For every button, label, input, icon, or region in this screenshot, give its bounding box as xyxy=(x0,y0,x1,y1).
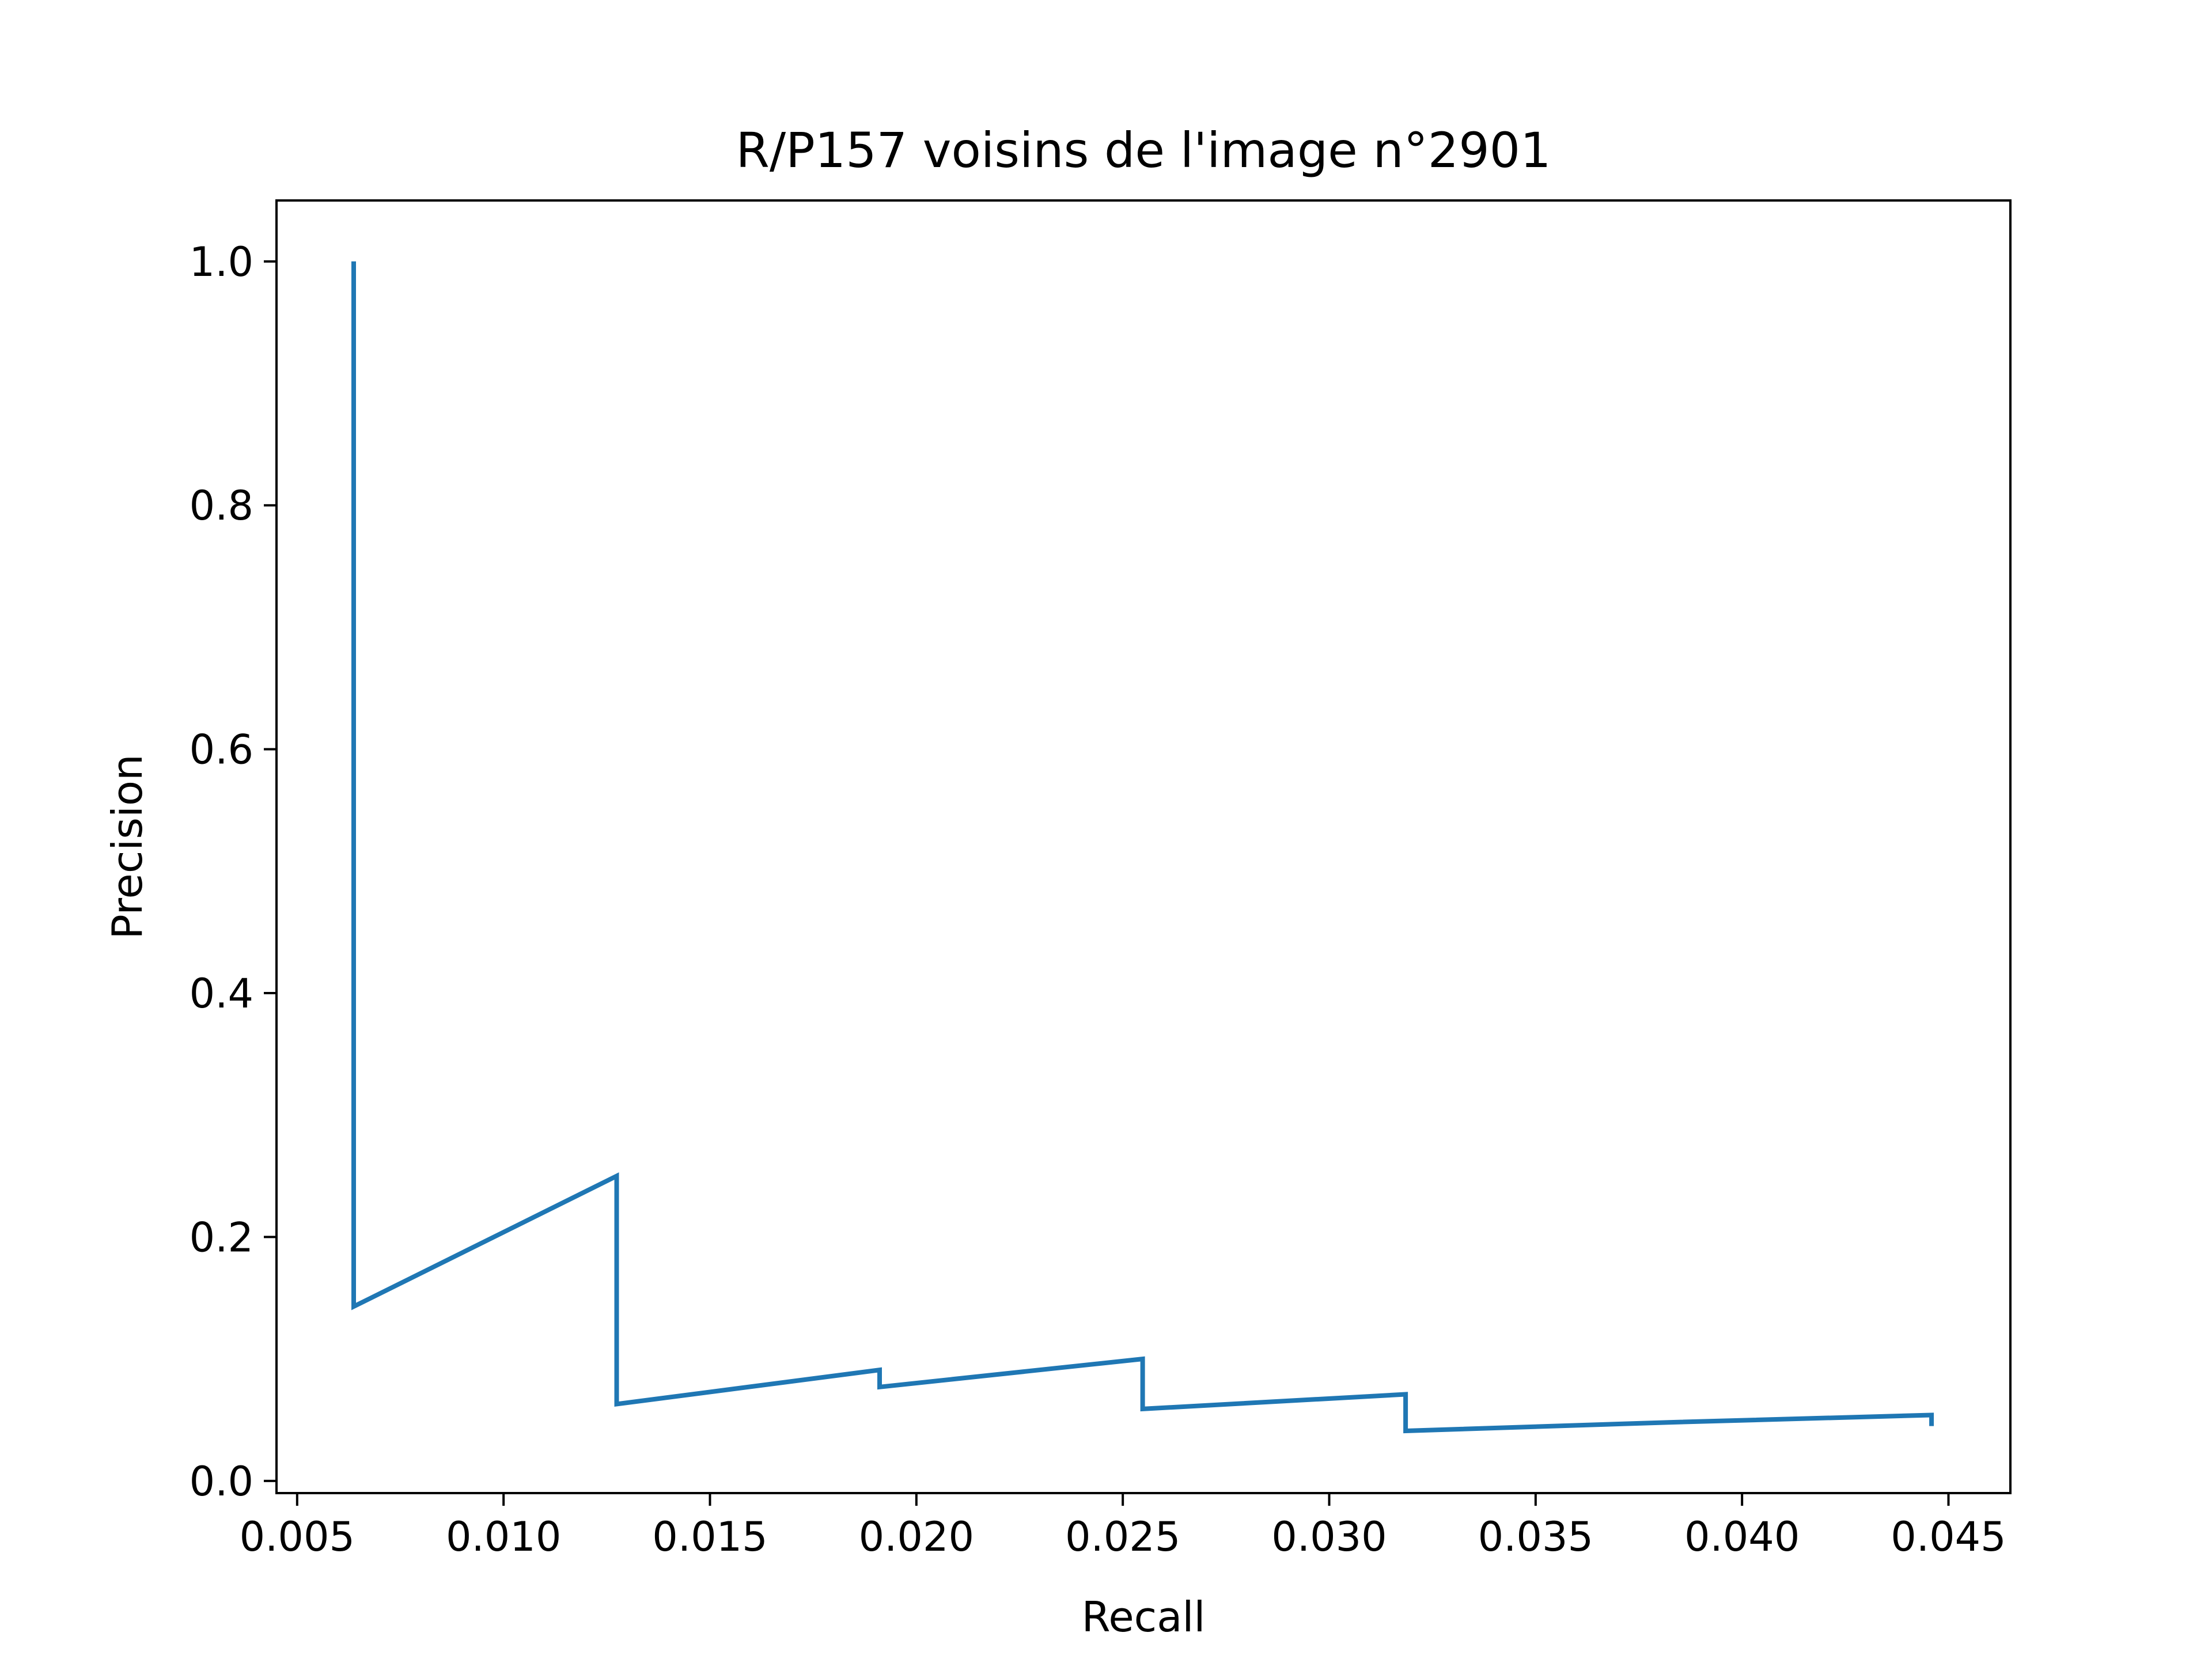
y-tick-label: 0.0 xyxy=(190,1458,253,1505)
x-axis-ticks: 0.005 0.010 0.015 0.020 0.025 0.030 0.035 0.040… xyxy=(240,1493,2006,1560)
x-tick-label: 0.020 xyxy=(859,1513,974,1560)
x-tick-label: 0.010 xyxy=(446,1513,561,1560)
x-tick-label: 0.040 xyxy=(1684,1513,1800,1560)
x-tick-label: 0.035 xyxy=(1478,1513,1593,1560)
x-tick-label: 0.030 xyxy=(1271,1513,1387,1560)
y-axis-ticks: 0.0 0.2 0.4 0.6 0.8 1.0 xyxy=(190,238,276,1505)
y-tick-label: 1.0 xyxy=(190,238,253,286)
series-line-precision-recall xyxy=(351,261,1934,1434)
y-axis-label: Precision xyxy=(103,754,151,939)
x-tick-label: 0.025 xyxy=(1065,1513,1180,1560)
y-tick-label: 0.4 xyxy=(190,970,253,1017)
y-tick-label: 0.8 xyxy=(190,482,253,529)
series-layer xyxy=(351,261,1934,1434)
y-tick-label: 0.2 xyxy=(190,1214,253,1261)
x-tick-label: 0.045 xyxy=(1891,1513,2006,1560)
x-tick-label: 0.015 xyxy=(652,1513,767,1560)
chart-title: R/P157 voisins de l'image n°2901 xyxy=(736,122,1551,179)
x-axis-label: Recall xyxy=(1082,1593,1206,1641)
y-tick-label: 0.6 xyxy=(190,726,253,774)
x-tick-label: 0.005 xyxy=(240,1513,355,1560)
plot-frame xyxy=(275,199,2012,1494)
